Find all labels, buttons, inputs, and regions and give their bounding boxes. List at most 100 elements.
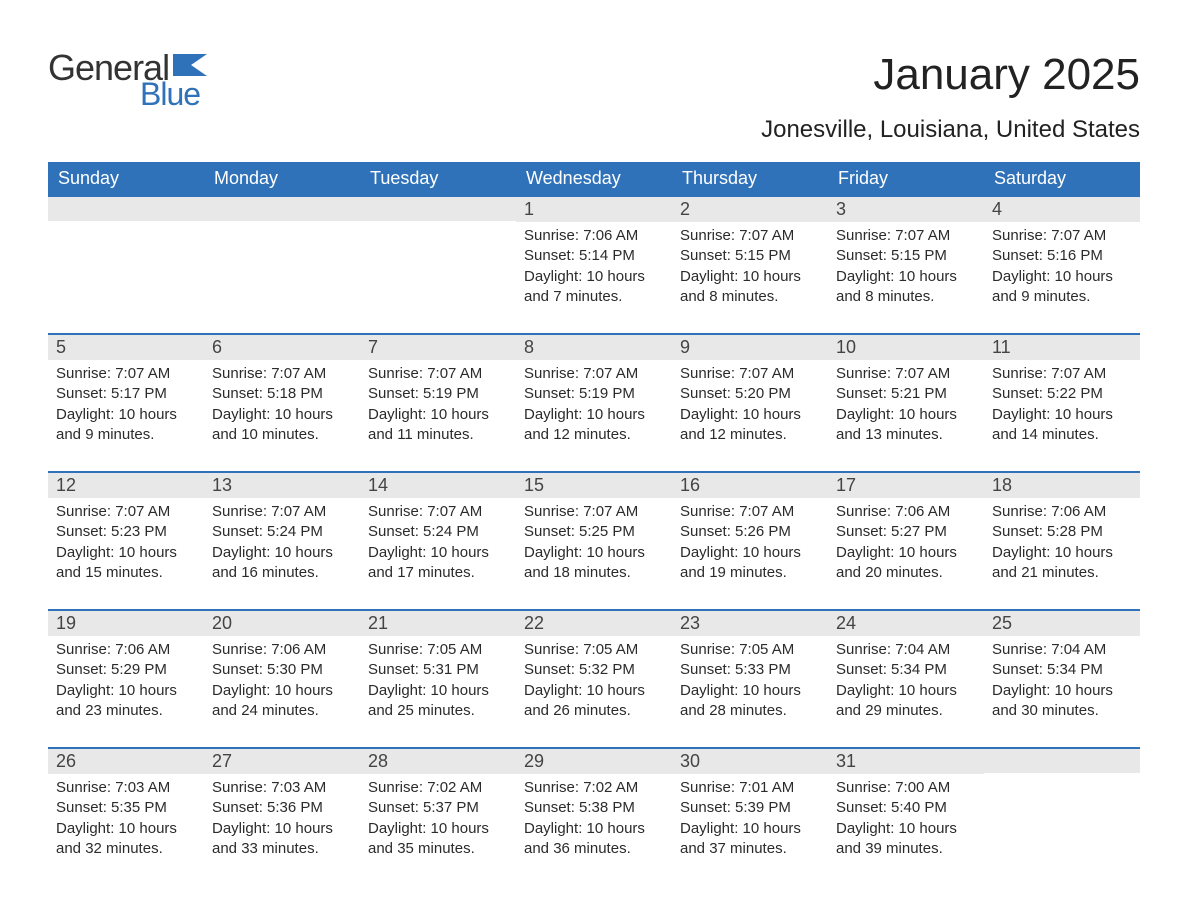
daylight-text: Daylight: 10 hours and 29 minutes.	[836, 681, 976, 722]
day-number: 1	[516, 197, 672, 222]
sunrise-text: Sunrise: 7:02 AM	[368, 778, 508, 798]
day-number: 15	[516, 473, 672, 498]
sunrise-text: Sunrise: 7:06 AM	[56, 640, 196, 660]
sunrise-text: Sunrise: 7:07 AM	[992, 226, 1132, 246]
calendar-day: 8Sunrise: 7:07 AMSunset: 5:19 PMDaylight…	[516, 335, 672, 453]
day-number: 5	[48, 335, 204, 360]
sunrise-text: Sunrise: 7:07 AM	[680, 364, 820, 384]
calendar-day: 14Sunrise: 7:07 AMSunset: 5:24 PMDayligh…	[360, 473, 516, 591]
sunrise-text: Sunrise: 7:06 AM	[836, 502, 976, 522]
brand-word-2: Blue	[140, 78, 207, 110]
calendar-day: 1Sunrise: 7:06 AMSunset: 5:14 PMDaylight…	[516, 197, 672, 315]
title-block: January 2025 Jonesville, Louisiana, Unit…	[761, 50, 1140, 144]
calendar-week: 1Sunrise: 7:06 AMSunset: 5:14 PMDaylight…	[48, 195, 1140, 315]
day-number: 31	[828, 749, 984, 774]
daylight-text: Daylight: 10 hours and 36 minutes.	[524, 819, 664, 860]
daylight-text: Daylight: 10 hours and 23 minutes.	[56, 681, 196, 722]
sunset-text: Sunset: 5:27 PM	[836, 522, 976, 542]
day-details: Sunrise: 7:07 AMSunset: 5:16 PMDaylight:…	[984, 222, 1140, 315]
day-number	[48, 197, 204, 221]
sunset-text: Sunset: 5:16 PM	[992, 246, 1132, 266]
calendar-day: 2Sunrise: 7:07 AMSunset: 5:15 PMDaylight…	[672, 197, 828, 315]
calendar-day	[204, 197, 360, 315]
sunset-text: Sunset: 5:29 PM	[56, 660, 196, 680]
sunset-text: Sunset: 5:20 PM	[680, 384, 820, 404]
sunrise-text: Sunrise: 7:07 AM	[836, 364, 976, 384]
daylight-text: Daylight: 10 hours and 19 minutes.	[680, 543, 820, 584]
sunset-text: Sunset: 5:36 PM	[212, 798, 352, 818]
day-number: 7	[360, 335, 516, 360]
sunrise-text: Sunrise: 7:02 AM	[524, 778, 664, 798]
sunrise-text: Sunrise: 7:07 AM	[524, 502, 664, 522]
day-number: 28	[360, 749, 516, 774]
day-number: 18	[984, 473, 1140, 498]
calendar-day: 17Sunrise: 7:06 AMSunset: 5:27 PMDayligh…	[828, 473, 984, 591]
day-details: Sunrise: 7:07 AMSunset: 5:26 PMDaylight:…	[672, 498, 828, 591]
calendar-day: 27Sunrise: 7:03 AMSunset: 5:36 PMDayligh…	[204, 749, 360, 867]
page-header: General Blue January 2025 Jonesville, Lo…	[48, 50, 1140, 144]
calendar-day: 9Sunrise: 7:07 AMSunset: 5:20 PMDaylight…	[672, 335, 828, 453]
daylight-text: Daylight: 10 hours and 8 minutes.	[680, 267, 820, 308]
calendar-day: 30Sunrise: 7:01 AMSunset: 5:39 PMDayligh…	[672, 749, 828, 867]
sunset-text: Sunset: 5:18 PM	[212, 384, 352, 404]
daylight-text: Daylight: 10 hours and 12 minutes.	[524, 405, 664, 446]
brand-logo: General Blue	[48, 50, 207, 110]
daylight-text: Daylight: 10 hours and 20 minutes.	[836, 543, 976, 584]
day-number: 25	[984, 611, 1140, 636]
sunrise-text: Sunrise: 7:03 AM	[56, 778, 196, 798]
sunset-text: Sunset: 5:25 PM	[524, 522, 664, 542]
sunset-text: Sunset: 5:30 PM	[212, 660, 352, 680]
calendar-day: 29Sunrise: 7:02 AMSunset: 5:38 PMDayligh…	[516, 749, 672, 867]
day-number: 11	[984, 335, 1140, 360]
sunset-text: Sunset: 5:17 PM	[56, 384, 196, 404]
day-number: 22	[516, 611, 672, 636]
sunset-text: Sunset: 5:37 PM	[368, 798, 508, 818]
day-number: 30	[672, 749, 828, 774]
day-details: Sunrise: 7:07 AMSunset: 5:23 PMDaylight:…	[48, 498, 204, 591]
sunrise-text: Sunrise: 7:07 AM	[992, 364, 1132, 384]
calendar-week: 26Sunrise: 7:03 AMSunset: 5:35 PMDayligh…	[48, 747, 1140, 867]
sunrise-text: Sunrise: 7:05 AM	[680, 640, 820, 660]
calendar-day: 7 Sunrise: 7:07 AMSunset: 5:19 PMDaylight…	[360, 335, 516, 453]
calendar-day: 28Sunrise: 7:02 AMSunset: 5:37 PMDayligh…	[360, 749, 516, 867]
sunrise-text: Sunrise: 7:07 AM	[368, 364, 508, 384]
day-details: Sunrise: 7:00 AMSunset: 5:40 PMDaylight:…	[828, 774, 984, 867]
weekday-header: Saturday	[984, 162, 1140, 195]
sunset-text: Sunset: 5:14 PM	[524, 246, 664, 266]
calendar-grid: SundayMondayTuesdayWednesdayThursdayFrid…	[48, 162, 1140, 867]
day-details: Sunrise: 7:04 AMSunset: 5:34 PMDaylight:…	[984, 636, 1140, 729]
sunrise-text: Sunrise: 7:07 AM	[212, 502, 352, 522]
daylight-text: Daylight: 10 hours and 33 minutes.	[212, 819, 352, 860]
day-details: Sunrise: 7:06 AMSunset: 5:27 PMDaylight:…	[828, 498, 984, 591]
calendar-day: 20Sunrise: 7:06 AMSunset: 5:30 PMDayligh…	[204, 611, 360, 729]
day-details: Sunrise: 7:06 AMSunset: 5:29 PMDaylight:…	[48, 636, 204, 729]
day-details: Sunrise: 7:03 AMSunset: 5:36 PMDaylight:…	[204, 774, 360, 867]
day-number: 2	[672, 197, 828, 222]
day-details: Sunrise: 7:05 AMSunset: 5:32 PMDaylight:…	[516, 636, 672, 729]
daylight-text: Daylight: 10 hours and 11 minutes.	[368, 405, 508, 446]
calendar-day: 31Sunrise: 7:00 AMSunset: 5:40 PMDayligh…	[828, 749, 984, 867]
day-number	[360, 197, 516, 221]
calendar-day: 6Sunrise: 7:07 AMSunset: 5:18 PMDaylight…	[204, 335, 360, 453]
daylight-text: Daylight: 10 hours and 14 minutes.	[992, 405, 1132, 446]
calendar-day: 11Sunrise: 7:07 AMSunset: 5:22 PMDayligh…	[984, 335, 1140, 453]
daylight-text: Daylight: 10 hours and 39 minutes.	[836, 819, 976, 860]
sunset-text: Sunset: 5:38 PM	[524, 798, 664, 818]
sunset-text: Sunset: 5:19 PM	[524, 384, 664, 404]
calendar-day: 22Sunrise: 7:05 AMSunset: 5:32 PMDayligh…	[516, 611, 672, 729]
sunset-text: Sunset: 5:24 PM	[368, 522, 508, 542]
day-details: Sunrise: 7:05 AMSunset: 5:33 PMDaylight:…	[672, 636, 828, 729]
calendar-day: 4Sunrise: 7:07 AMSunset: 5:16 PMDaylight…	[984, 197, 1140, 315]
sunset-text: Sunset: 5:40 PM	[836, 798, 976, 818]
calendar-day: 5Sunrise: 7:07 AMSunset: 5:17 PMDaylight…	[48, 335, 204, 453]
daylight-text: Daylight: 10 hours and 16 minutes.	[212, 543, 352, 584]
daylight-text: Daylight: 10 hours and 8 minutes.	[836, 267, 976, 308]
calendar-day: 13Sunrise: 7:07 AMSunset: 5:24 PMDayligh…	[204, 473, 360, 591]
day-details: Sunrise: 7:04 AMSunset: 5:34 PMDaylight:…	[828, 636, 984, 729]
day-number: 27	[204, 749, 360, 774]
day-number: 17	[828, 473, 984, 498]
sunset-text: Sunset: 5:19 PM	[368, 384, 508, 404]
day-details: Sunrise: 7:07 AMSunset: 5:18 PMDaylight:…	[204, 360, 360, 453]
day-number	[984, 749, 1140, 773]
calendar-week: 5 Sunrise: 7:07 AM Sunset: 5:17 PM Daylight…	[48, 333, 1140, 453]
